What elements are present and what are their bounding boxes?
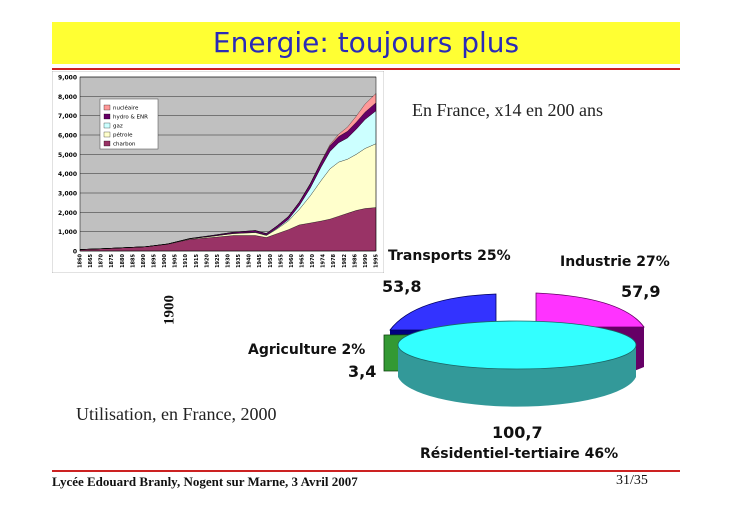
pie-label-agriculture: Agriculture 2% <box>248 342 366 358</box>
pie-value-residentiel: 100,7 <box>492 423 543 442</box>
area-x-tick-label: 1978 <box>331 253 337 267</box>
area-x-tick-label: 1925 <box>215 253 221 267</box>
area-y-tick-label: 9,000 <box>58 75 77 82</box>
area-plot-frame <box>79 76 377 252</box>
energy-area-chart: 0 1,000 2,000 3,000 4,000 5,000 6,000 7,000 8,00… <box>52 71 384 273</box>
area-x-tick-label: 1930 <box>226 253 232 267</box>
area-x-tick-label: 1895 <box>152 253 158 267</box>
area-legend-label: gaz <box>113 124 123 130</box>
area-y-tick-label: 5,000 <box>58 152 77 159</box>
slide-title: Energie: toujours plus <box>212 26 520 59</box>
area-legend-swatch <box>103 122 111 129</box>
area-legend-swatch <box>103 113 111 120</box>
area-y-tick-label: 0 <box>73 249 77 256</box>
page-number: 31/35 <box>616 473 648 488</box>
footer-school: Lycée Edouard Branly, Nogent sur Marne, … <box>52 474 358 489</box>
area-x-tick-label: 1885 <box>130 253 136 267</box>
area-x-tick-label: 1970 <box>310 253 316 267</box>
area-x-tick-label: 1880 <box>120 253 126 267</box>
pie-slice-transports <box>389 293 497 331</box>
area-y-tick-label: 7,000 <box>58 113 77 120</box>
area-x-tick-label: 1905 <box>173 253 179 267</box>
area-legend-label: nucléaire <box>113 105 139 112</box>
area-x-tick-label: 1920 <box>204 253 210 267</box>
pie-label-residentiel: Résidentiel-tertiaire 46% <box>420 446 619 462</box>
usage-pie-chart <box>383 292 645 407</box>
pie-value-agriculture: 3,4 <box>348 362 377 381</box>
pie-value-industrie: 57,9 <box>621 282 661 301</box>
pie-value-transports: 53,8 <box>382 277 422 296</box>
area-x-tick-label: 1945 <box>257 253 263 267</box>
area-x-tick-label: 1986 <box>352 253 358 267</box>
area-x-tick-label: 1990 <box>363 253 369 267</box>
area-y-tick-label: 1,000 <box>58 229 77 236</box>
area-legend-label: hydro & ENR <box>113 115 148 121</box>
area-x-tick-label: 1910 <box>183 253 189 267</box>
area-y-tick-label: 8,000 <box>58 94 77 101</box>
area-x-tick-label: 1890 <box>141 253 147 267</box>
title-band <box>52 22 680 64</box>
area-x-tick-label: 1865 <box>88 253 94 267</box>
area-y-tick-label: 2,000 <box>58 210 77 217</box>
area-y-tick-label: 4,000 <box>58 171 77 178</box>
pie-label-industrie: Industrie 27% <box>560 254 670 270</box>
area-y-tick-label: 6,000 <box>58 133 77 140</box>
area-legend-label: pétrole <box>113 132 133 139</box>
area-y-ticks: 0 1,000 2,000 3,000 4,000 5,000 6,000 7,000 8,00… <box>58 75 77 256</box>
area-x-tick-label: 1900 <box>162 253 168 267</box>
area-legend: nucléaire hydro & ENR gaz pétrole charbon <box>99 98 159 150</box>
area-legend-swatch <box>103 104 111 111</box>
title-rule <box>52 68 680 70</box>
pie-label-transports: Transports 25% <box>388 248 511 264</box>
pie-slice-industrie <box>535 292 645 328</box>
area-x-tick-label: 1965 <box>300 253 306 267</box>
pie-slice-residentiel <box>397 320 637 370</box>
area-x-tick-label: 1860 <box>78 253 84 267</box>
area-x-tick-label: 1935 <box>236 253 242 267</box>
area-x-tick-label: 1982 <box>342 253 348 267</box>
area-x-ticks: 1860 1865 1870 1875 1880 1885 1890 1895 1900 1905… <box>78 253 380 267</box>
usage-caption: Utilisation, en France, 2000 <box>76 404 277 424</box>
area-x-tick-label: 1875 <box>109 253 115 267</box>
area-y-tick-label: 3,000 <box>58 191 77 198</box>
area-legend-swatch <box>103 131 111 138</box>
footer-rule <box>52 470 680 472</box>
area-x-tick-label: 1950 <box>268 253 274 267</box>
area-x-tick-label: 1974 <box>321 253 327 267</box>
area-x-tick-label: 1915 <box>194 253 200 267</box>
year-label: 1900 <box>161 295 178 325</box>
area-x-tick-label: 1870 <box>99 253 105 267</box>
area-series-group <box>79 76 377 252</box>
area-legend-swatch <box>103 140 111 147</box>
area-legend-label: charbon <box>113 142 136 148</box>
area-x-tick-label: 1940 <box>247 253 253 267</box>
area-x-tick-label: 1960 <box>289 253 295 267</box>
subtitle-text: En France, x14 en 200 ans <box>412 100 603 120</box>
area-x-tick-label: 1955 <box>278 253 284 267</box>
area-x-tick-label: 1995 <box>374 253 380 267</box>
